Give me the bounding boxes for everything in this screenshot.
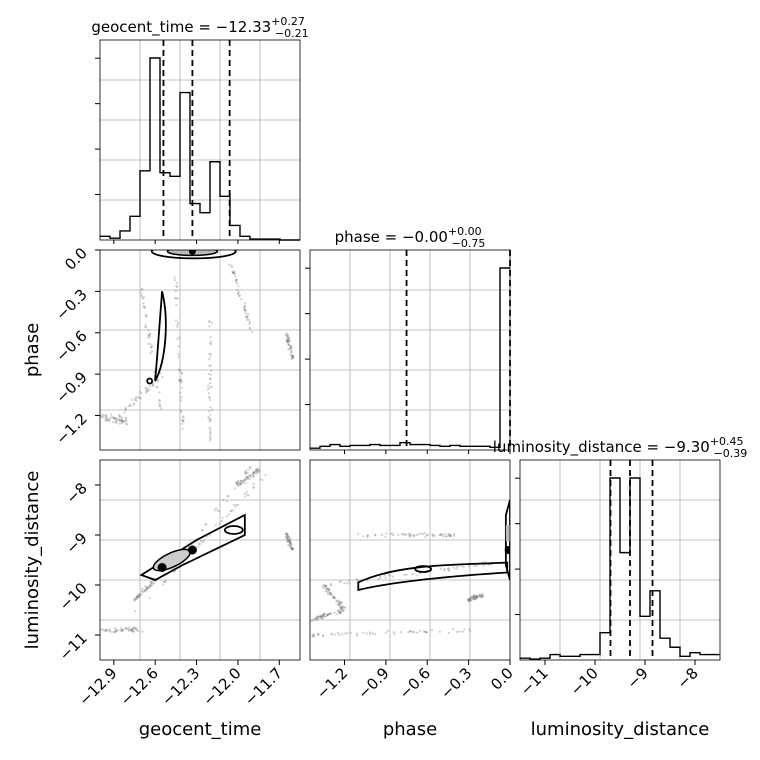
- x-tick-label: −0.3: [437, 664, 475, 702]
- hist-panel-geocent_time: geocent_time = −12.33+0.27 −0.21: [91, 15, 309, 241]
- contour: [223, 525, 244, 535]
- contour: [150, 250, 237, 260]
- y-tick-label: −9: [62, 529, 90, 557]
- panel-frame: [99, 459, 301, 661]
- hist-panel-luminosity_distance: luminosity_distance = −9.30+0.45 −0.39: [493, 435, 747, 661]
- x-tick-label: −8: [673, 664, 701, 692]
- contour: [505, 525, 510, 541]
- x-axis-label-luminosity_distance: luminosity_distance: [531, 719, 710, 740]
- y-tick-label: −11: [56, 629, 91, 664]
- title-minus: −0.21: [275, 27, 309, 40]
- panel-title-geocent_time: geocent_time = −12.33+0.27 −0.21: [91, 15, 308, 40]
- y-tick-label: −1.2: [52, 410, 90, 448]
- scatter-points: [310, 499, 510, 638]
- panel-frame: [519, 459, 721, 661]
- panel-frame: [99, 39, 301, 241]
- contour: [139, 513, 246, 581]
- x-tick-label: −11: [517, 664, 552, 699]
- scatter-points: [100, 250, 295, 442]
- contour: [414, 565, 433, 573]
- y-tick-label: −8: [62, 479, 90, 507]
- x-tick-label: −12.3: [158, 664, 203, 709]
- title-plus: +0.00: [448, 225, 482, 238]
- y-tick-label: −10: [56, 579, 91, 614]
- title-plus: +0.27: [271, 15, 305, 28]
- x-tick-label: −11.7: [241, 664, 286, 709]
- y-tick-label: −0.6: [52, 327, 90, 365]
- contour: [146, 377, 154, 385]
- panel-title-phase: phase = −0.00+0.00 −0.75: [335, 225, 486, 250]
- y-tick-label: −0.3: [52, 285, 90, 323]
- x-tick-label: −0.6: [396, 664, 434, 702]
- x-axis-label-geocent_time: geocent_time: [139, 719, 262, 740]
- x-tick-label: −12.6: [117, 664, 162, 709]
- y-axis-label-phase: phase: [22, 323, 43, 377]
- contour: [188, 250, 196, 255]
- scatter-points: [100, 466, 295, 634]
- histogram-luminosity_distance: [520, 477, 720, 660]
- contour: [154, 291, 167, 382]
- contour: [504, 499, 510, 581]
- scatter-panel-phase-luminosity_distance: [309, 459, 511, 661]
- x-tick-label: 0.0: [487, 664, 517, 694]
- title-minus: −0.75: [452, 237, 486, 250]
- panel-title-luminosity_distance: luminosity_distance = −9.30+0.45 −0.39: [493, 435, 747, 460]
- x-tick-label: −1.2: [313, 664, 351, 702]
- hist-panel-phase: phase = −0.00+0.00 −0.75: [305, 225, 511, 451]
- y-tick-label: 0.0: [61, 244, 91, 274]
- x-axis-label-phase: phase: [383, 719, 437, 740]
- title-minus: −0.39: [714, 447, 748, 460]
- histogram-geocent_time: [100, 57, 300, 241]
- scatter-panel-geocent_time-luminosity_distance: [99, 459, 301, 661]
- x-tick-label: −12.0: [200, 664, 245, 709]
- x-tick-label: −9: [623, 664, 651, 692]
- contour: [157, 563, 167, 572]
- y-axis-label-luminosity_distance: luminosity_distance: [22, 471, 43, 650]
- panel-frame: [309, 459, 511, 661]
- scatter-panel-geocent_time-phase: [99, 249, 301, 451]
- y-tick-label: −0.9: [52, 368, 90, 406]
- title-plus: +0.45: [710, 435, 744, 448]
- contour: [504, 546, 510, 554]
- panel-frame: [309, 249, 511, 451]
- x-tick-label: −0.9: [354, 664, 392, 702]
- histogram-phase: [310, 267, 510, 449]
- x-tick-label: −12.9: [75, 664, 120, 709]
- contour: [187, 545, 197, 555]
- x-tick-label: −10: [567, 664, 602, 699]
- panel-frame: [99, 249, 301, 451]
